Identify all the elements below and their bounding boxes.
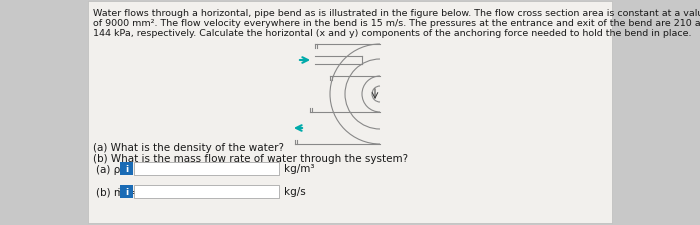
Bar [134,162,279,175]
Text: Water flows through a horizontal, pipe bend as is illustrated in the figure belo: Water flows through a horizontal, pipe b… [93,9,700,18]
Bar [134,185,279,198]
Text: i: i [125,164,128,173]
Text: kg/s: kg/s [284,187,306,197]
Text: (b) What is the mass flow rate of water through the system?: (b) What is the mass flow rate of water … [93,153,408,163]
Text: i: i [125,187,128,196]
Text: (a) What is the density of the water?: (a) What is the density of the water? [93,142,284,152]
Text: (a) ρ =: (a) ρ = [96,164,132,174]
Text: 144 kPa, respectively. Calculate the horizontal (x and y) components of the anch: 144 kPa, respectively. Calculate the hor… [93,29,692,38]
Bar [88,2,612,223]
Text: of 9000 mm². The flow velocity everywhere in the bend is 15 m/s. The pressures a: of 9000 mm². The flow velocity everywher… [93,19,700,28]
Bar [120,162,133,175]
Bar [120,185,133,198]
Text: kg/m³: kg/m³ [284,164,314,174]
Text: (b) ṁ =: (b) ṁ = [96,187,136,197]
